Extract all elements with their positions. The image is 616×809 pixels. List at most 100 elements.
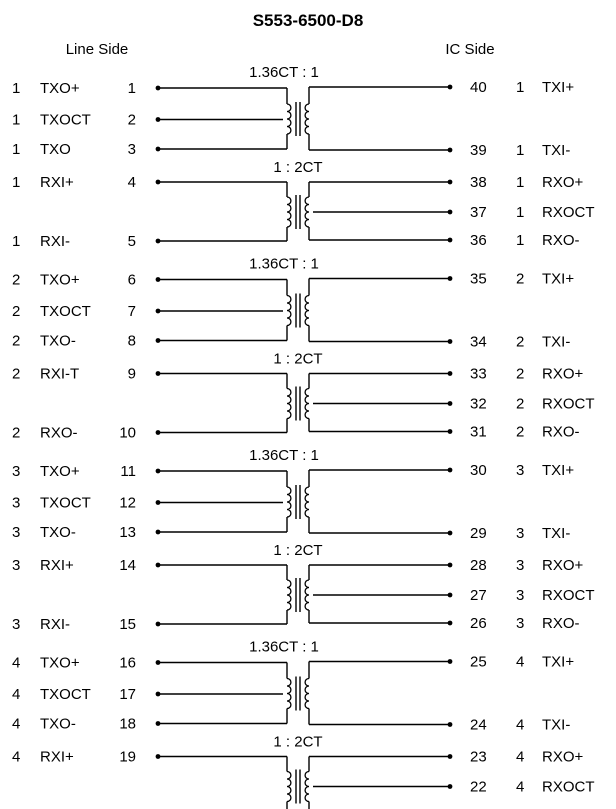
ic-channel-number: 1 bbox=[516, 79, 524, 96]
ic-channel-number: 1 bbox=[516, 232, 524, 249]
turns-ratio-label: 1 : 2CT bbox=[273, 351, 322, 368]
winding-coil bbox=[286, 486, 292, 518]
ic-signal-name: TXI+ bbox=[542, 271, 574, 288]
line-signal-name: RXI+ bbox=[40, 749, 74, 766]
ic-pin-number: 37 bbox=[470, 204, 487, 221]
line-pin-number: 2 bbox=[128, 112, 136, 129]
line-signal-name: TXO bbox=[40, 141, 71, 158]
ic-signal-name: TXI- bbox=[542, 525, 570, 542]
winding-coil bbox=[304, 486, 310, 518]
line-channel-number: 2 bbox=[12, 366, 20, 383]
winding-coil bbox=[304, 196, 310, 228]
line-signal-name: RXI- bbox=[40, 808, 70, 809]
line-channel-number: 3 bbox=[12, 495, 20, 512]
line-signal-name: TXOCT bbox=[40, 686, 91, 703]
line-pin-number: 14 bbox=[119, 557, 136, 574]
line-pin-number: 9 bbox=[128, 366, 136, 383]
line-channel-number: 1 bbox=[12, 80, 20, 97]
line-signal-name: TXO- bbox=[40, 333, 76, 350]
line-channel-number: 3 bbox=[12, 524, 20, 541]
line-pin-number: 4 bbox=[128, 174, 136, 191]
winding-coil bbox=[286, 770, 292, 803]
winding-coil bbox=[286, 294, 292, 327]
rx-transformer: 1 : 2CT 1 RXI+ 4 1 RXI- 5 38 1 RXO+ 37 1 RXOCT 36 1 RXO… bbox=[12, 159, 595, 250]
winding-coil bbox=[286, 579, 292, 611]
turns-ratio-label: 1 : 2CT bbox=[273, 159, 322, 176]
winding-coil bbox=[286, 677, 292, 710]
line-channel-number: 4 bbox=[12, 749, 20, 766]
ic-channel-number: 3 bbox=[516, 615, 524, 632]
turns-ratio-label: 1 : 2CT bbox=[273, 734, 322, 751]
line-pin-number: 18 bbox=[119, 716, 136, 733]
ic-signal-name: RXO- bbox=[542, 424, 580, 441]
line-pin-number: 11 bbox=[120, 463, 136, 480]
winding-coil bbox=[286, 196, 292, 228]
channel-2: 1.36CT : 1 2 TXO+ 6 2 TXOCT 7 2 TXO- 8 35 2 TXI+ 34 2 T… bbox=[12, 256, 595, 442]
ic-pin-number: 21 bbox=[470, 807, 487, 809]
line-signal-name: TXOCT bbox=[40, 303, 91, 320]
rx-transformer: 1 : 2CT 2 RXI-T 9 2 RXO- 10 33 2 RXO+ 32 2 RXOCT 31 2 R… bbox=[12, 351, 595, 442]
winding-coil bbox=[286, 387, 292, 420]
line-signal-name: TXO- bbox=[40, 524, 76, 541]
ic-pin-number: 31 bbox=[470, 424, 487, 441]
ic-signal-name: RXO+ bbox=[542, 749, 584, 766]
line-channel-number: 2 bbox=[12, 425, 20, 442]
ic-pin-number: 40 bbox=[470, 79, 487, 96]
winding-coil bbox=[304, 294, 310, 327]
ic-pin-number: 35 bbox=[470, 271, 487, 288]
turns-ratio-label: 1.36CT : 1 bbox=[249, 64, 319, 81]
line-channel-number: 4 bbox=[12, 808, 20, 809]
ic-signal-name: TXI+ bbox=[542, 462, 574, 479]
line-signal-name: TXOCT bbox=[40, 495, 91, 512]
line-pin-number: 17 bbox=[119, 686, 136, 703]
line-side-label: Line Side bbox=[66, 41, 129, 58]
tx-transformer: 1.36CT : 1 1 TXO+ 1 1 TXOCT 2 1 TXO 3 40 1 TXI+ 39 1 TX… bbox=[12, 64, 574, 159]
channel-1: 1.36CT : 1 1 TXO+ 1 1 TXOCT 2 1 TXO 3 40 1 TXI+ 39 1 TX… bbox=[12, 64, 595, 250]
winding-coil bbox=[304, 770, 310, 803]
winding-coil bbox=[304, 579, 310, 611]
ic-signal-name: RXOCT bbox=[542, 204, 595, 221]
ic-channel-number: 2 bbox=[516, 396, 524, 413]
line-pin-number: 20 bbox=[119, 808, 136, 809]
ic-signal-name: RXO+ bbox=[542, 174, 584, 191]
turns-ratio-label: 1.36CT : 1 bbox=[249, 447, 319, 464]
line-channel-number: 2 bbox=[12, 272, 20, 289]
winding-coil bbox=[286, 103, 292, 135]
line-signal-name: RXI-T bbox=[40, 366, 79, 383]
line-pin-number: 6 bbox=[128, 272, 136, 289]
ic-signal-name: RXO+ bbox=[542, 557, 584, 574]
line-signal-name: RXO- bbox=[40, 425, 78, 442]
line-signal-name: TXO+ bbox=[40, 272, 80, 289]
ic-channel-number: 4 bbox=[516, 807, 524, 809]
ic-pin-number: 36 bbox=[470, 232, 487, 249]
winding-coil bbox=[304, 677, 310, 710]
line-channel-number: 2 bbox=[12, 303, 20, 320]
rx-transformer: 1 : 2CT 3 RXI+ 14 3 RXI- 15 28 3 RXO+ 27 3 RXOCT 26 3 R… bbox=[12, 542, 595, 633]
ic-signal-name: TXI- bbox=[542, 717, 570, 734]
ic-channel-number: 2 bbox=[516, 424, 524, 441]
line-channel-number: 3 bbox=[12, 616, 20, 633]
ic-channel-number: 1 bbox=[516, 174, 524, 191]
line-pin-number: 19 bbox=[119, 749, 136, 766]
line-pin-number: 15 bbox=[119, 616, 136, 633]
ic-signal-name: TXI- bbox=[542, 334, 570, 351]
line-pin-number: 13 bbox=[119, 524, 136, 541]
ic-channel-number: 3 bbox=[516, 525, 524, 542]
line-channel-number: 4 bbox=[12, 716, 20, 733]
ic-signal-name: RXO- bbox=[542, 615, 580, 632]
line-channel-number: 1 bbox=[12, 141, 20, 158]
line-channel-number: 1 bbox=[12, 174, 20, 191]
ic-pin-number: 23 bbox=[470, 749, 487, 766]
ic-signal-name: RXOCT bbox=[542, 587, 595, 604]
ic-pin-number: 25 bbox=[470, 654, 487, 671]
ic-pin-number: 24 bbox=[470, 717, 487, 734]
ic-channel-number: 4 bbox=[516, 717, 524, 734]
ic-pin-number: 34 bbox=[470, 334, 487, 351]
line-pin-number: 7 bbox=[128, 303, 136, 320]
line-signal-name: RXI- bbox=[40, 616, 70, 633]
ic-pin-number: 39 bbox=[470, 142, 487, 159]
line-pin-number: 1 bbox=[128, 80, 136, 97]
diagram-title: S553-6500-D8 bbox=[253, 11, 364, 30]
ic-channel-number: 2 bbox=[516, 366, 524, 383]
